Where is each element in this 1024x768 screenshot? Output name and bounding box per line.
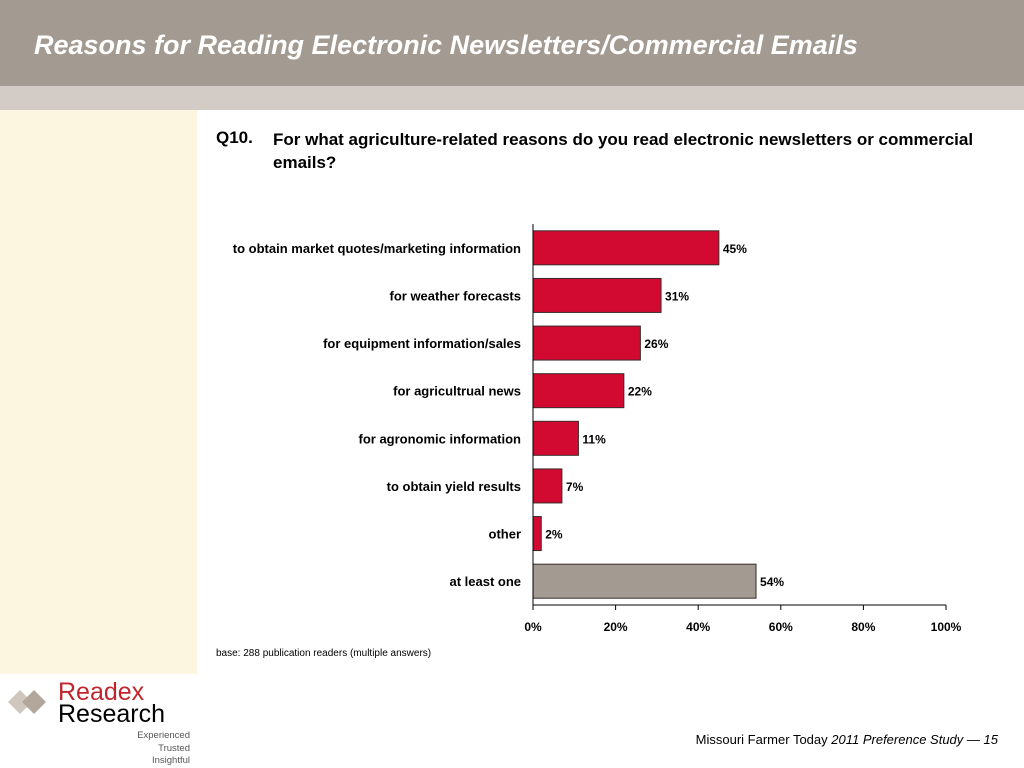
value-label-4: 11% xyxy=(582,432,606,446)
category-label-3: for agricultrual news xyxy=(393,384,521,399)
x-tick-label-3: 60% xyxy=(769,620,793,634)
logo-tagline-3: Insightful xyxy=(151,755,190,766)
bar-1 xyxy=(532,277,662,313)
footer-publication: Missouri Farmer Today xyxy=(695,732,828,747)
x-tick-label-1: 20% xyxy=(604,620,628,634)
question-number: Q10. xyxy=(216,128,253,147)
value-label-0: 45% xyxy=(723,242,747,256)
bar-2 xyxy=(532,325,641,361)
bar-7 xyxy=(532,563,757,599)
value-label-1: 31% xyxy=(665,289,689,303)
header-bar: Reasons for Reading Electronic Newslette… xyxy=(0,0,1024,86)
x-tick-label-0: 0% xyxy=(524,620,542,634)
logo-tagline-1: Experienced xyxy=(137,730,190,741)
readex-logo: Readex Research xyxy=(8,678,165,728)
bar-6 xyxy=(532,516,542,552)
footer-study: 2011 Preference Study xyxy=(831,732,964,747)
bar-5 xyxy=(532,468,563,504)
value-label-3: 22% xyxy=(628,385,652,399)
page-title: Reasons for Reading Electronic Newslette… xyxy=(34,30,858,60)
logo-name-top: Readex xyxy=(58,678,145,706)
value-label-2: 26% xyxy=(644,337,668,351)
logo-tagline-2: Trusted xyxy=(158,742,190,754)
x-tick-label-4: 80% xyxy=(851,620,875,634)
bar-0 xyxy=(532,230,720,266)
left-sidebar xyxy=(0,110,197,674)
base-note: base: 288 publication readers (multiple … xyxy=(216,648,432,659)
value-label-7: 54% xyxy=(760,575,784,589)
value-label-5: 7% xyxy=(566,480,584,494)
category-label-6: other xyxy=(489,527,522,542)
category-label-2: for equipment information/sales xyxy=(323,336,521,351)
logo-diamond-icon xyxy=(8,690,46,714)
logo-name-bottom: Research xyxy=(58,700,165,728)
question-text: For what agriculture-related reasons do … xyxy=(273,130,974,172)
category-label-1: for weather forecasts xyxy=(390,288,522,303)
category-label-4: for agronomic information xyxy=(359,431,522,446)
logo-tagline: Experienced Trusted Insightful xyxy=(130,730,190,768)
category-label-5: to obtain yield results xyxy=(387,479,521,494)
footer-separator: — xyxy=(966,732,980,747)
bar-3 xyxy=(532,373,625,409)
bar-4 xyxy=(532,420,579,456)
x-tick-label-5: 100% xyxy=(931,620,962,634)
footer-citation: Missouri Farmer Today 2011 Preference St… xyxy=(696,732,998,747)
value-label-6: 2% xyxy=(545,528,563,542)
header-band xyxy=(0,86,1024,110)
category-label-7: at least one xyxy=(449,574,521,589)
footer-page: 15 xyxy=(983,732,998,747)
x-tick-label-2: 40% xyxy=(686,620,710,634)
category-label-0: to obtain market quotes/marketing inform… xyxy=(233,241,521,256)
